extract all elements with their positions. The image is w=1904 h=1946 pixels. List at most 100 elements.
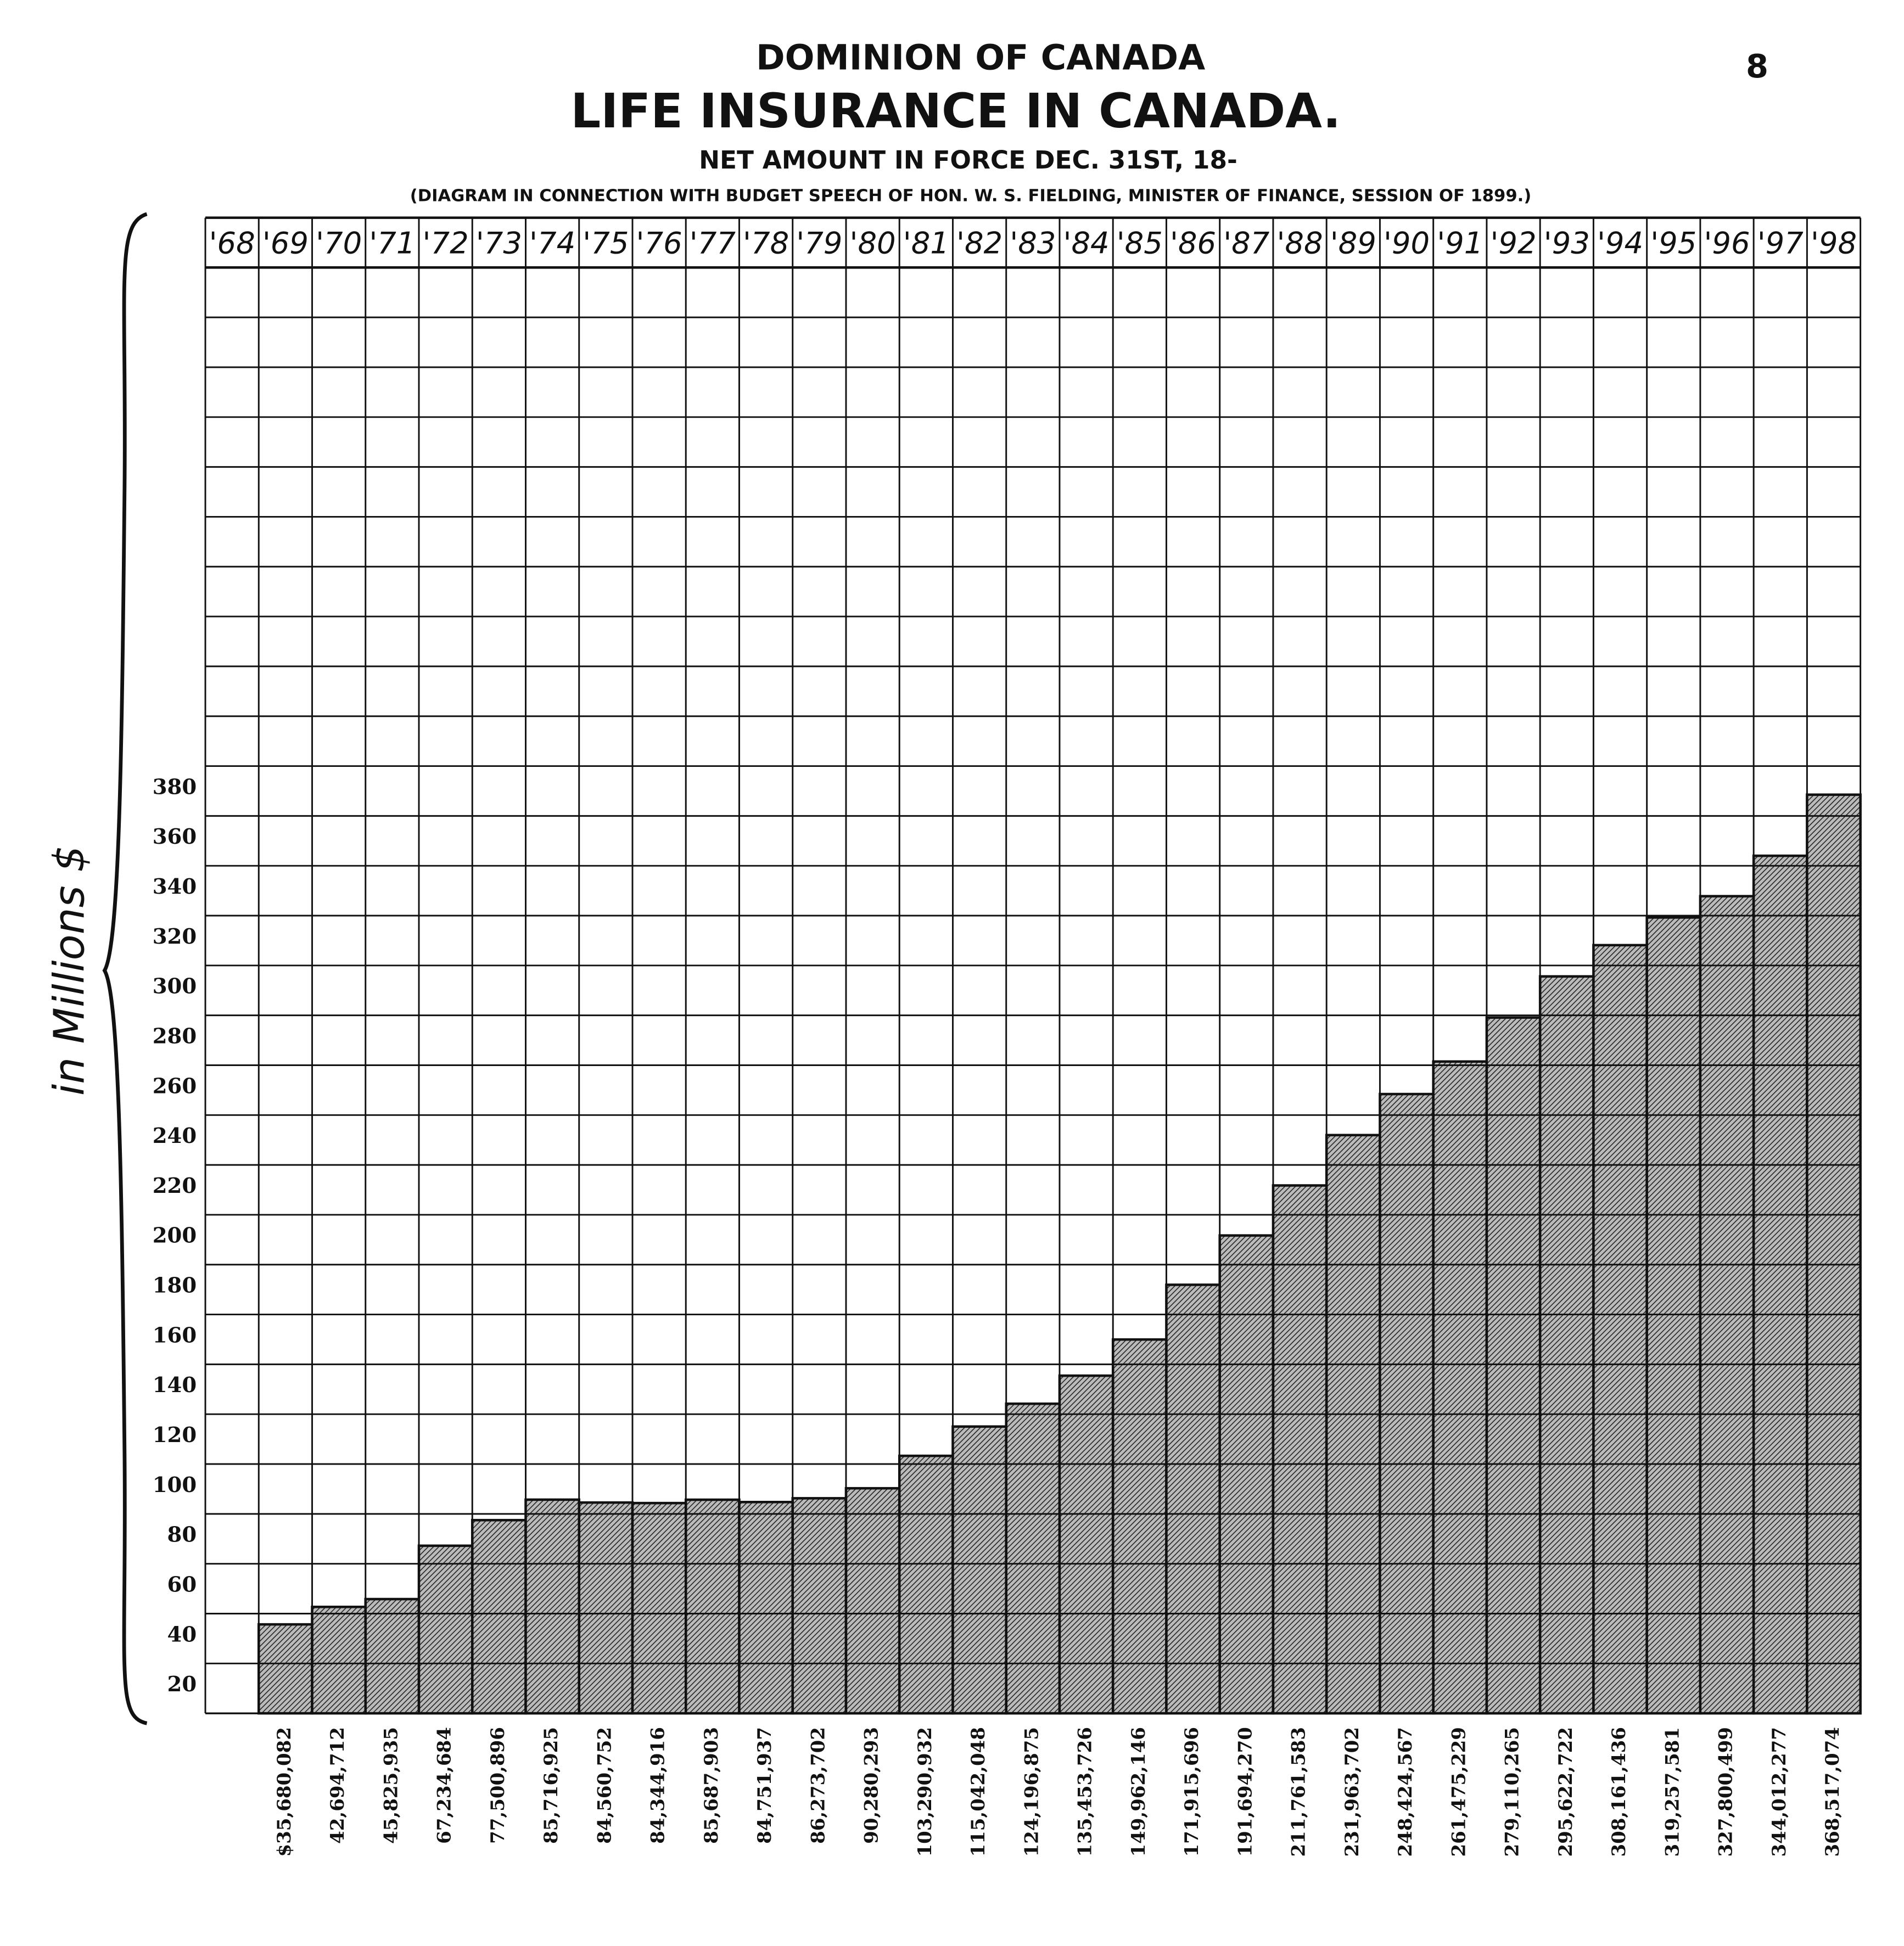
x-tick-label: '98 (1811, 226, 1857, 261)
x-tick-label: '85 (1117, 226, 1163, 261)
bar (417, 1544, 474, 1715)
x-tick-label: '77 (690, 226, 736, 261)
bar (1218, 1234, 1275, 1715)
chart-heading: NET AMOUNT IN FORCE DEC. 31ST, 18- (699, 145, 1237, 175)
x-tick-label: '80 (850, 226, 896, 261)
x-tick-label: '90 (1384, 226, 1430, 261)
x-tick-label: '68 (209, 226, 255, 261)
value-label: 231,963,702 (1341, 1727, 1363, 1857)
bar (1699, 895, 1755, 1715)
value-label: 85,716,925 (540, 1727, 562, 1844)
bar (1592, 944, 1648, 1715)
chart-subtitle: LIFE INSURANCE IN CANADA. (570, 84, 1341, 139)
y-tick-label: 240 (153, 1124, 197, 1148)
bar (1485, 1016, 1542, 1715)
value-label: 327,800,499 (1715, 1727, 1737, 1857)
x-tick-label: '82 (956, 226, 1003, 261)
x-tick-label: '87 (1223, 226, 1270, 261)
value-label: 368,517,074 (1822, 1727, 1844, 1857)
bar (1325, 1134, 1381, 1715)
value-label: 84,344,916 (647, 1727, 669, 1844)
y-tick-label: 340 (153, 874, 197, 899)
x-tick-label: '83 (1010, 226, 1056, 261)
y-tick-label: 20 (167, 1672, 197, 1697)
bar (1379, 1092, 1435, 1715)
y-tick-label: 120 (153, 1423, 197, 1448)
bar (311, 1605, 367, 1715)
value-label: 211,761,583 (1288, 1727, 1310, 1857)
y-tick-label: 80 (167, 1523, 197, 1547)
bar (1058, 1374, 1115, 1715)
bar (257, 1623, 313, 1715)
bar (1645, 916, 1702, 1715)
bar (844, 1487, 901, 1715)
x-tick-label: '93 (1544, 226, 1590, 261)
value-label: 171,915,696 (1181, 1727, 1203, 1857)
chart-title: DOMINION OF CANADA (756, 37, 1205, 77)
bar (578, 1501, 634, 1715)
y-tick-label: 260 (153, 1074, 197, 1098)
value-label: 319,257,581 (1661, 1727, 1683, 1857)
x-tick-label: '81 (903, 226, 949, 261)
chart-note: (DIAGRAM IN CONNECTION WITH BUDGET SPEEC… (410, 187, 1531, 206)
y-tick-label: 220 (153, 1174, 197, 1198)
value-label: 279,110,265 (1502, 1727, 1524, 1857)
bar (524, 1498, 581, 1715)
x-tick-label: '69 (262, 226, 309, 261)
y-tick-label: 300 (153, 974, 197, 999)
y-tick-label: 180 (153, 1274, 197, 1298)
x-tick-label: '89 (1330, 226, 1376, 261)
value-label: 344,012,277 (1768, 1727, 1790, 1857)
bar (738, 1501, 794, 1715)
bar (684, 1498, 741, 1715)
y-tick-label: 280 (153, 1024, 197, 1048)
y-tick-label: 200 (153, 1224, 197, 1248)
value-label: 103,290,932 (914, 1727, 936, 1857)
value-label: 90,280,293 (861, 1727, 883, 1844)
page-number: 8 (1746, 47, 1768, 85)
x-tick-label: '78 (743, 226, 789, 261)
bar (791, 1497, 848, 1715)
value-label: 115,042,048 (967, 1727, 989, 1857)
bar (1806, 793, 1862, 1715)
x-tick-label: '88 (1276, 226, 1323, 261)
value-label: 295,622,722 (1555, 1727, 1577, 1857)
value-label: 135,453,726 (1074, 1727, 1096, 1857)
y-axis-label: in Millions $ (44, 845, 94, 1096)
x-tick-label: '96 (1704, 226, 1750, 261)
y-tick-label: 360 (153, 825, 197, 849)
bar (471, 1518, 527, 1715)
bar (1111, 1338, 1168, 1715)
x-tick-label: '92 (1490, 226, 1536, 261)
bar (898, 1454, 954, 1715)
x-tick-label: '70 (316, 226, 362, 261)
bar (631, 1501, 687, 1715)
x-tick-label: '74 (529, 226, 575, 261)
x-tick-label: '71 (369, 226, 415, 261)
x-tick-label: '84 (1063, 226, 1110, 261)
value-label: 42,694,712 (327, 1727, 349, 1844)
value-label: 261,475,229 (1448, 1727, 1470, 1857)
x-tick-label: '95 (1650, 226, 1696, 261)
x-tick-label: '79 (796, 226, 842, 261)
value-label: 149,962,146 (1128, 1727, 1150, 1857)
value-label: 84,560,752 (593, 1727, 615, 1844)
x-tick-label: '75 (583, 226, 629, 261)
x-tick-label: '94 (1597, 226, 1643, 261)
y-tick-label: 140 (153, 1373, 197, 1398)
y-tick-label: 60 (167, 1572, 197, 1597)
value-label: 308,161,436 (1608, 1727, 1630, 1857)
y-tick-label: 40 (167, 1622, 197, 1647)
value-label: 84,751,937 (754, 1727, 776, 1844)
bar (1432, 1060, 1488, 1715)
bar (1165, 1283, 1221, 1715)
y-tick-label: 380 (153, 775, 197, 799)
value-label: 45,825,935 (380, 1727, 402, 1844)
value-label: 124,196,875 (1021, 1727, 1043, 1857)
y-tick-label: 160 (153, 1323, 197, 1348)
value-label: 248,424,567 (1395, 1727, 1416, 1857)
x-tick-label: '76 (636, 226, 682, 261)
bar (1752, 854, 1808, 1715)
